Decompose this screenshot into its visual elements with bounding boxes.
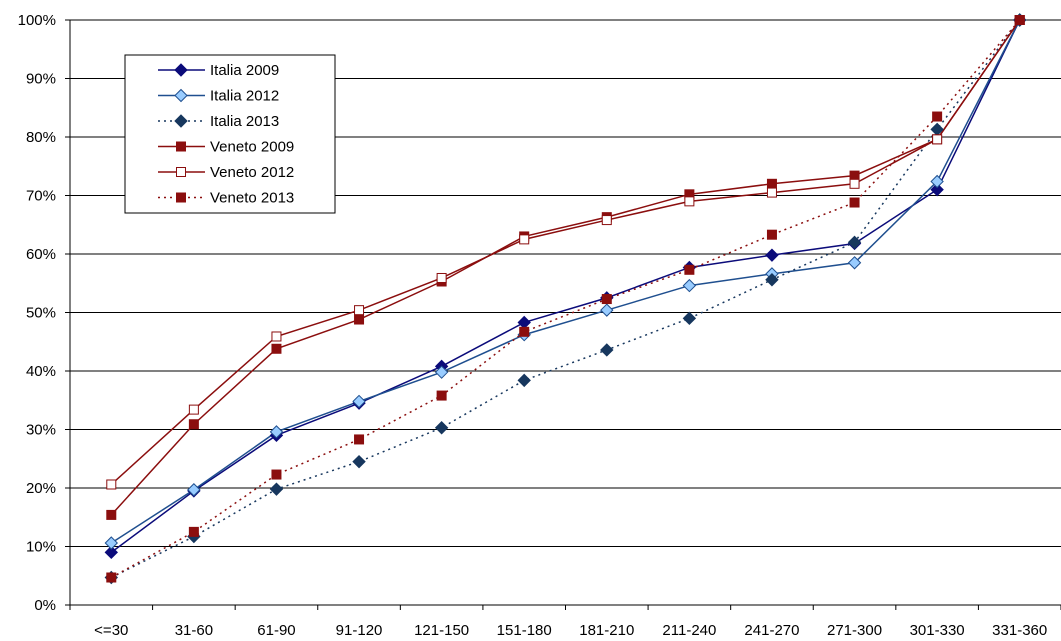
legend-marker	[174, 114, 188, 128]
legend-label: Italia 2013	[210, 113, 279, 130]
legend-label: Veneto 2013	[210, 190, 294, 207]
y-tick-label: 20%	[26, 480, 56, 497]
data-point	[849, 170, 860, 181]
data-point	[930, 182, 944, 197]
data-point	[600, 343, 614, 357]
data-point	[354, 434, 365, 445]
data-point	[932, 134, 943, 145]
data-point	[436, 390, 447, 401]
legend-marker	[174, 63, 188, 77]
data-point	[930, 174, 944, 189]
y-tick-label: 30%	[26, 422, 56, 439]
legend-label: Veneto 2012	[210, 164, 294, 181]
x-tick-label: 301-330	[910, 622, 965, 639]
data-point	[187, 483, 201, 497]
data-point	[436, 272, 447, 283]
series-line-0	[110, 19, 1021, 553]
data-point	[766, 187, 777, 198]
data-point	[766, 229, 777, 240]
data-point	[354, 305, 365, 316]
data-point	[849, 197, 860, 208]
y-tick-label: 70%	[26, 188, 56, 205]
y-tick-label: 100%	[18, 12, 56, 29]
x-tick-label: 211-240	[662, 622, 716, 639]
series-line-1	[110, 19, 1021, 544]
data-point	[104, 536, 118, 550]
data-point	[1014, 15, 1025, 25]
data-point	[271, 469, 282, 480]
data-point	[269, 425, 284, 439]
legend-box	[124, 54, 336, 214]
x-tick-label: 331-360	[992, 622, 1047, 639]
data-point	[106, 479, 117, 490]
series-line-4	[110, 19, 1021, 486]
legend-marker	[176, 167, 186, 177]
data-point	[354, 314, 365, 325]
y-tick-label: 40%	[26, 363, 56, 380]
x-tick-label: 151-180	[497, 622, 552, 639]
data-point	[601, 294, 612, 305]
data-point	[188, 419, 199, 430]
data-point	[434, 365, 449, 379]
data-point	[765, 273, 779, 287]
data-point	[682, 278, 697, 293]
data-point	[519, 234, 530, 245]
data-point	[434, 421, 449, 435]
x-tick-label: 271-300	[827, 622, 882, 639]
legend-marker	[176, 141, 186, 152]
data-point	[106, 509, 117, 520]
legend-label: Italia 2012	[210, 88, 279, 105]
y-tick-labels: 0% 10% 20% 30% 40% 50% 60% 70% 80% 90% 100%	[18, 12, 56, 614]
data-point	[847, 235, 862, 250]
x-tick-labels: <=30 31-60 61-90 91-120 121-150 151-180 181-21…	[94, 622, 1047, 639]
axes	[65, 19, 1061, 610]
data-point	[271, 331, 282, 342]
y-tick-label: 80%	[26, 129, 56, 146]
x-tick-label: <=30	[94, 622, 128, 639]
data-point	[188, 526, 199, 537]
y-tick-label: 60%	[26, 246, 56, 263]
x-tick-label: 91-120	[336, 622, 383, 639]
data-point	[106, 572, 117, 583]
data-point	[932, 111, 943, 122]
data-point	[682, 311, 697, 326]
y-tick-label: 0%	[34, 597, 56, 614]
data-point	[849, 178, 860, 189]
x-tick-label: 181-210	[579, 622, 634, 639]
data-point	[104, 545, 118, 560]
data-point	[684, 264, 695, 275]
legend-label: Veneto 2009	[210, 139, 294, 156]
x-tick-label: 121-150	[414, 622, 469, 639]
legend-marker	[176, 192, 186, 203]
data-point	[352, 454, 366, 469]
x-tick-label: 241-270	[744, 622, 799, 639]
legend: Italia 2009 Italia 2012 Italia 2013 Veneto …	[124, 54, 336, 214]
y-tick-label: 50%	[26, 305, 56, 322]
series-group	[104, 13, 1027, 585]
legend-label: Italia 2009	[210, 62, 279, 79]
x-tick-label: 31-60	[175, 622, 213, 639]
data-point	[517, 315, 531, 330]
series-line-3	[110, 19, 1021, 516]
data-point	[188, 404, 199, 415]
data-point	[766, 178, 777, 189]
data-point	[352, 394, 366, 409]
series-line-2	[110, 19, 1021, 579]
data-point	[765, 248, 779, 262]
data-point	[519, 326, 530, 337]
legend-marker	[174, 88, 188, 103]
data-point	[600, 303, 614, 317]
x-tick-label: 61-90	[257, 622, 295, 639]
data-point	[517, 373, 531, 388]
data-point	[601, 215, 612, 226]
data-point	[684, 196, 695, 207]
data-point	[269, 482, 284, 496]
y-tick-label: 90%	[26, 71, 56, 88]
data-point	[847, 256, 862, 270]
data-point	[271, 343, 282, 354]
y-tick-label: 10%	[26, 539, 56, 556]
